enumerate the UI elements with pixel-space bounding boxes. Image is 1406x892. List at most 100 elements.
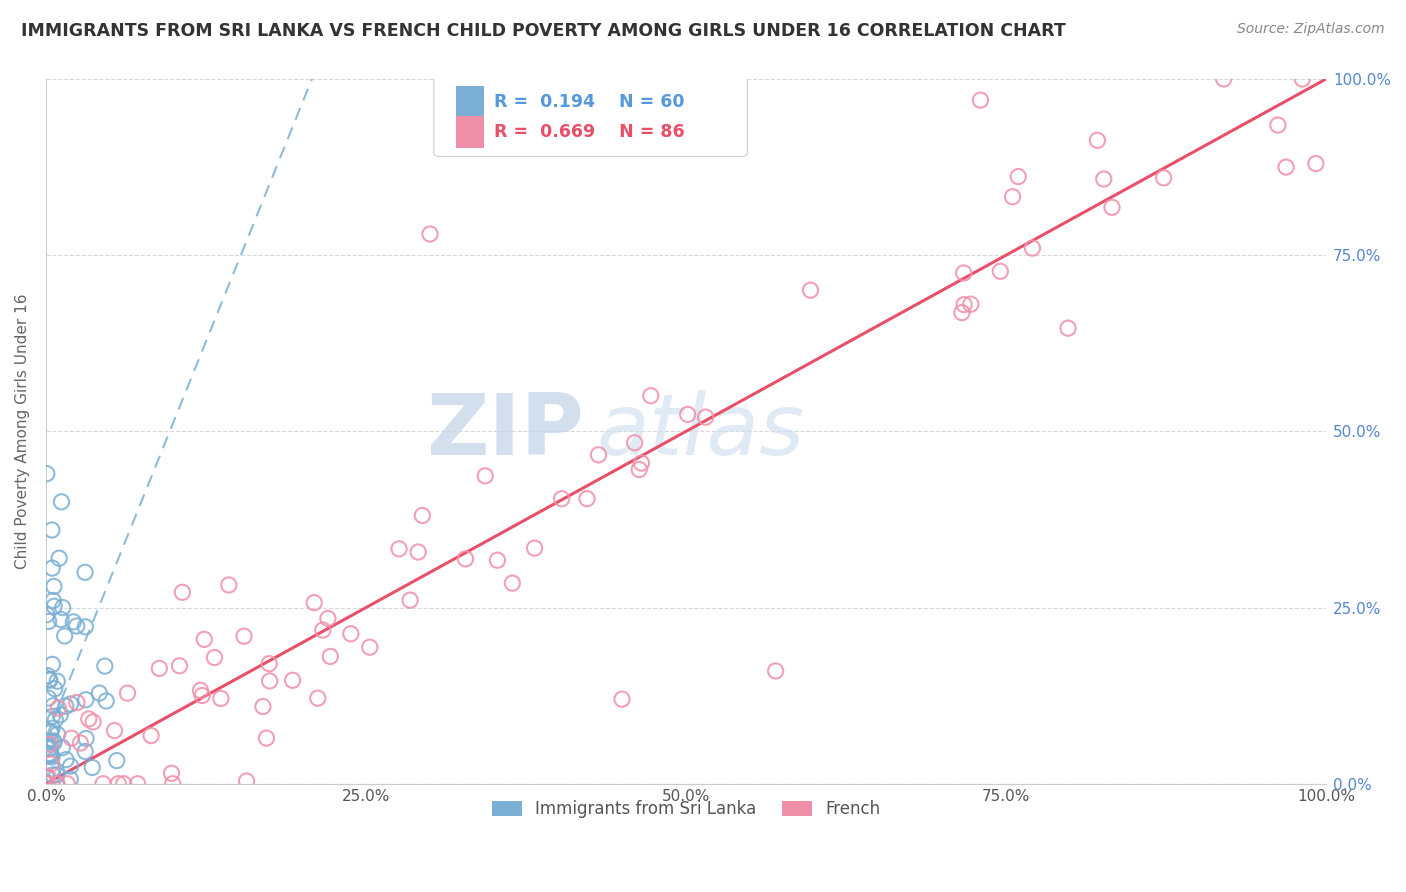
Point — [630, 456, 652, 470]
Point — [59, 772, 82, 787]
Point — [35, 607, 58, 622]
Point — [66, 696, 89, 710]
Point — [1153, 170, 1175, 185]
Text: Source: ZipAtlas.com: Source: ZipAtlas.com — [1237, 22, 1385, 37]
Point — [988, 264, 1011, 278]
Point — [307, 691, 329, 706]
Point — [37, 741, 59, 756]
Point — [53, 629, 76, 643]
Point — [1101, 200, 1123, 214]
Point — [66, 619, 89, 633]
Point — [628, 462, 651, 476]
Point — [148, 661, 170, 675]
Point — [172, 585, 194, 599]
Point — [235, 774, 257, 789]
Point — [676, 408, 699, 422]
Point — [39, 757, 62, 772]
Point — [969, 93, 991, 107]
Point — [953, 298, 976, 312]
Point — [1305, 156, 1327, 170]
Point — [39, 734, 62, 748]
Point — [38, 737, 60, 751]
Point — [959, 297, 981, 311]
Point — [127, 777, 149, 791]
Point — [41, 561, 63, 575]
Point — [254, 731, 277, 745]
Point — [399, 593, 422, 607]
Point — [1007, 169, 1029, 184]
Point — [37, 668, 59, 682]
Point — [82, 714, 104, 729]
Point — [319, 649, 342, 664]
Point — [640, 389, 662, 403]
Y-axis label: Child Poverty Among Girls Under 16: Child Poverty Among Girls Under 16 — [15, 293, 30, 569]
Point — [41, 657, 63, 672]
Point — [191, 689, 214, 703]
Text: ZIP: ZIP — [426, 390, 583, 473]
Point — [91, 777, 114, 791]
Point — [312, 623, 335, 637]
Point — [209, 691, 232, 706]
Point — [406, 545, 429, 559]
Point — [44, 681, 66, 696]
Point — [42, 698, 65, 713]
Point — [38, 749, 60, 764]
Point — [75, 731, 97, 746]
Point — [169, 658, 191, 673]
Point — [1087, 133, 1109, 147]
Point — [588, 448, 610, 462]
Text: IMMIGRANTS FROM SRI LANKA VS FRENCH CHILD POVERTY AMONG GIRLS UNDER 16 CORRELATI: IMMIGRANTS FROM SRI LANKA VS FRENCH CHIL… — [21, 22, 1066, 40]
Point — [160, 766, 183, 780]
Point — [73, 566, 96, 580]
Point — [39, 724, 62, 739]
Point — [49, 707, 72, 722]
Text: R =  0.194    N = 60: R = 0.194 N = 60 — [494, 93, 685, 111]
Point — [1267, 118, 1289, 132]
Point — [474, 468, 496, 483]
Point — [94, 659, 117, 673]
Legend: Immigrants from Sri Lanka, French: Immigrants from Sri Lanka, French — [485, 793, 887, 825]
Text: atlas: atlas — [596, 390, 804, 473]
Point — [281, 673, 304, 688]
Point — [51, 495, 73, 509]
FancyBboxPatch shape — [434, 73, 748, 156]
Point — [193, 632, 215, 647]
Point — [75, 744, 97, 758]
Point — [41, 762, 63, 776]
Point — [419, 227, 441, 241]
Point — [486, 553, 509, 567]
Point — [44, 713, 66, 727]
Point — [950, 305, 973, 319]
Point — [257, 657, 280, 671]
Point — [103, 723, 125, 738]
Point — [1057, 321, 1080, 335]
Point — [75, 620, 97, 634]
Point — [37, 691, 59, 706]
Point — [218, 578, 240, 592]
Point — [59, 759, 82, 773]
Point — [35, 777, 58, 791]
Text: R =  0.669    N = 86: R = 0.669 N = 86 — [494, 123, 685, 141]
Point — [765, 664, 787, 678]
Point — [1092, 172, 1115, 186]
Point — [1001, 190, 1024, 204]
Point — [623, 435, 645, 450]
Point — [49, 613, 72, 627]
Point — [550, 491, 572, 506]
Point — [610, 692, 633, 706]
Point — [41, 721, 63, 735]
Point — [259, 673, 281, 688]
Point — [38, 673, 60, 688]
Point — [340, 626, 363, 640]
Point — [388, 541, 411, 556]
Point — [89, 686, 111, 700]
Point — [139, 729, 162, 743]
Point — [51, 740, 73, 755]
Point — [96, 694, 118, 708]
Point — [105, 754, 128, 768]
Point — [107, 777, 129, 791]
Point — [42, 593, 65, 607]
Point — [44, 599, 66, 614]
Point — [316, 611, 339, 625]
Point — [38, 747, 60, 761]
